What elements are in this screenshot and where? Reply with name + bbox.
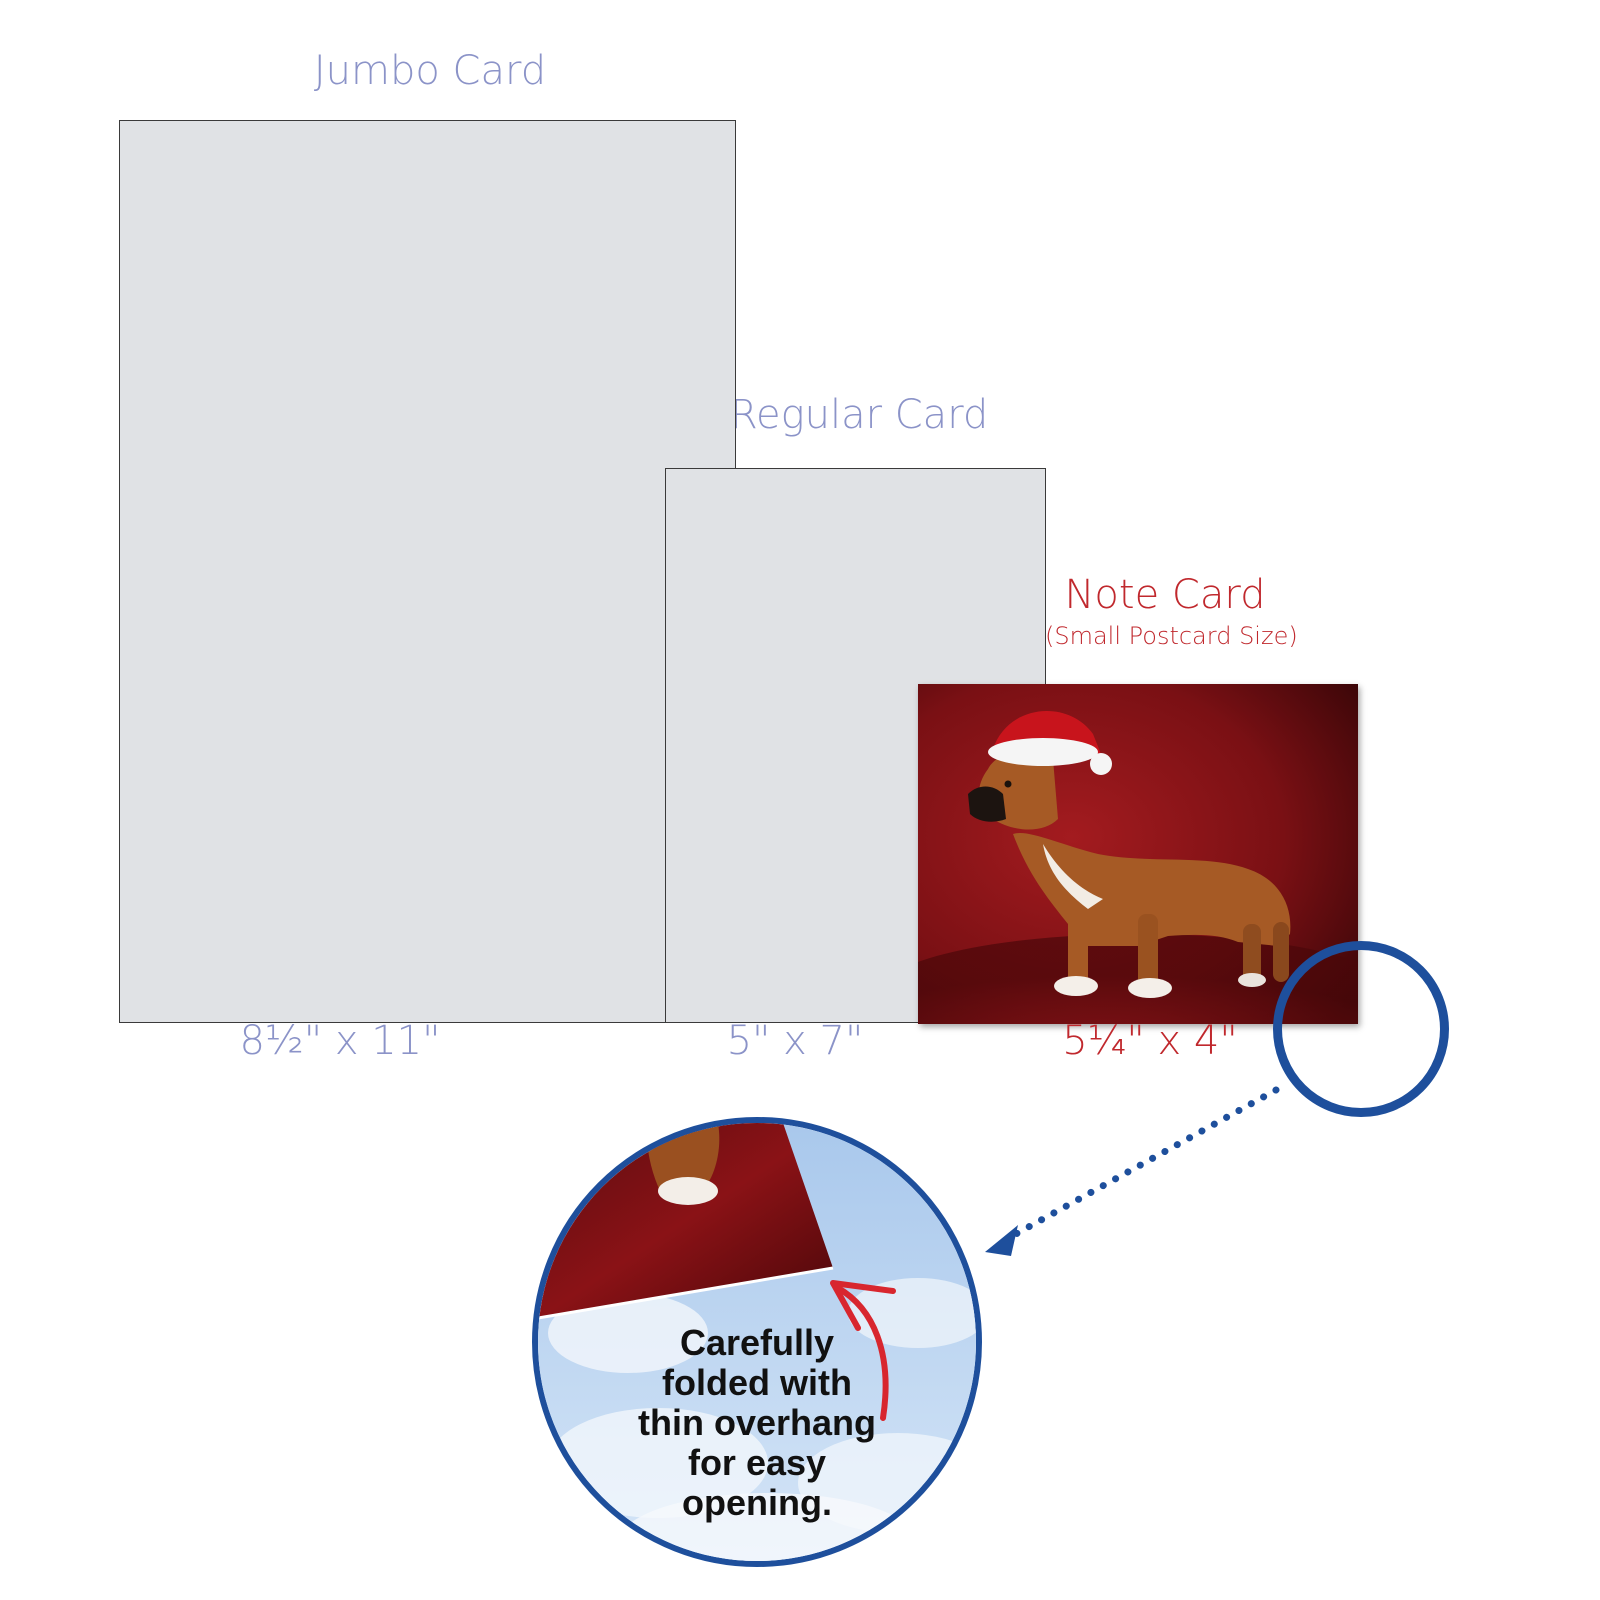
red-arrow-head-icon xyxy=(830,1280,896,1331)
note-card-title: Note Card xyxy=(1064,572,1266,618)
arrow-head-icon xyxy=(985,1225,1018,1256)
callout-line: for easy xyxy=(687,1442,827,1483)
callout-line: thin overhang xyxy=(637,1402,876,1443)
callout-line: opening. xyxy=(682,1482,832,1523)
note-card-size: 5¼" x 4" xyxy=(1062,1018,1238,1064)
note-card-subtitle: (Small Postcard Size) xyxy=(1045,622,1298,650)
jumbo-card-size: 8½" x 11" xyxy=(239,1018,441,1064)
regular-card-title: Regular Card xyxy=(730,392,989,438)
fold-callout-text: Carefully folded with thin overhang for … xyxy=(538,1323,976,1523)
red-curved-arrow-icon xyxy=(835,1285,889,1421)
magnifier-ring xyxy=(1273,941,1449,1117)
jumbo-card-outline xyxy=(119,120,736,1023)
zoom-detail-image xyxy=(538,1123,976,1561)
jumbo-card-title: Jumbo Card xyxy=(313,48,547,94)
puppy-santa-hat-image xyxy=(918,684,1358,1024)
callout-line: folded with xyxy=(662,1362,852,1403)
callout-line: Carefully xyxy=(679,1322,835,1363)
regular-card-size: 5" x 7" xyxy=(726,1018,864,1064)
note-card-photo xyxy=(918,684,1358,1024)
zoom-detail-circle: Carefully folded with thin overhang for … xyxy=(532,1117,982,1567)
